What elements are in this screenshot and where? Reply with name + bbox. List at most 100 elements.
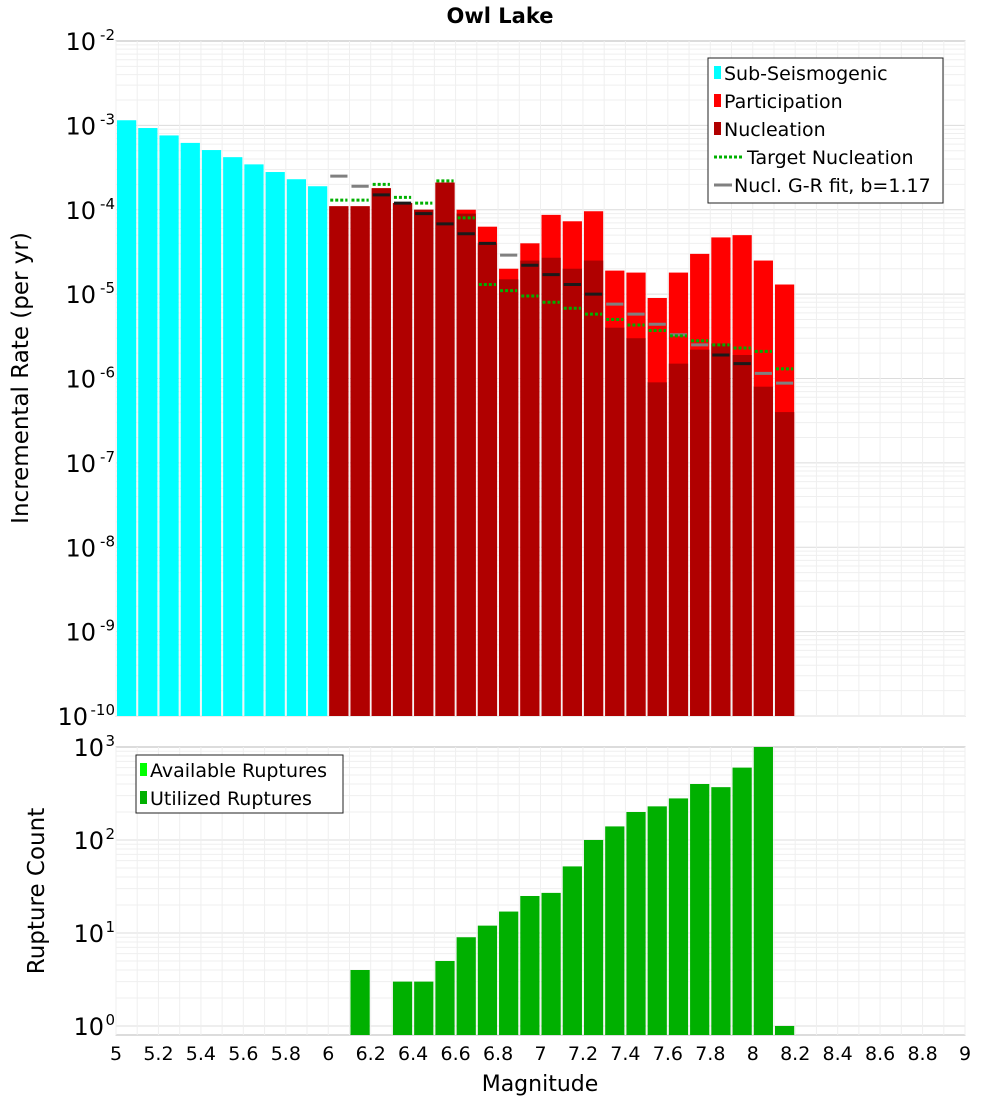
x-tick-label: 6 xyxy=(322,1043,334,1065)
bar-sub-seismogenic xyxy=(286,179,307,716)
x-tick-label: 5 xyxy=(110,1043,122,1065)
legend-box xyxy=(707,57,944,204)
y-tick-label: 10 xyxy=(73,734,104,762)
x-axis-label: Magnitude xyxy=(482,1072,599,1097)
bar-nucleation xyxy=(647,382,667,716)
bar-nucleation xyxy=(711,343,731,716)
bar-utilized-ruptures xyxy=(647,806,667,1035)
y-tick-label: 10 xyxy=(65,366,96,394)
legend-label-nucl-g-r-fit-b-1-17: Nucl. G-R fit, b=1.17 xyxy=(734,175,931,197)
bar-sub-seismogenic xyxy=(265,172,285,716)
bar-nucleation xyxy=(626,338,646,716)
x-tick-label: 6.6 xyxy=(440,1043,470,1065)
bar-nucleation xyxy=(583,260,604,716)
bar-utilized-ruptures xyxy=(583,839,604,1035)
bar-utilized-ruptures xyxy=(711,787,731,1035)
top-marks xyxy=(330,174,794,385)
x-tick-label: 6.2 xyxy=(356,1043,386,1065)
legend-label-utilized-ruptures: Utilized Ruptures xyxy=(150,788,312,810)
x-tick-label: 6.8 xyxy=(483,1043,513,1065)
bar-utilized-ruptures xyxy=(753,747,773,1035)
x-tick-label: 5.8 xyxy=(271,1043,301,1065)
y-tick-label: 10 xyxy=(73,1013,104,1041)
y-tick-label: 10 xyxy=(65,112,96,140)
y-tick-exponent: -4 xyxy=(100,195,115,213)
x-tick-label: 8.2 xyxy=(780,1043,810,1065)
bar-nucleation xyxy=(392,203,413,716)
y-tick-label: 10 xyxy=(65,534,96,562)
bar-nucleation xyxy=(605,327,625,716)
y-tick-exponent: 3 xyxy=(105,732,115,750)
legend-swatch-sub-seismogenic xyxy=(714,66,721,79)
bar-sub-seismogenic xyxy=(180,142,200,716)
y-tick-label: 10 xyxy=(65,450,96,478)
y-tick-label: 10 xyxy=(65,28,96,56)
bar-utilized-ruptures xyxy=(499,911,519,1035)
y-tick-label: 10 xyxy=(65,619,96,647)
bottom-legend: Available Ruptures Utilized Ruptures xyxy=(135,754,344,814)
bar-nucleation xyxy=(668,363,689,716)
legend-box xyxy=(135,754,344,814)
x-tick-label: 9 xyxy=(959,1043,971,1065)
bar-utilized-ruptures xyxy=(626,812,646,1035)
legend-label-available-ruptures: Available Ruptures xyxy=(150,760,327,782)
legend-swatch-nucleation xyxy=(714,122,721,135)
y-tick-label: 10 xyxy=(73,920,104,948)
y-tick-exponent: 0 xyxy=(105,1011,115,1029)
bar-utilized-ruptures xyxy=(520,895,540,1035)
x-tick-label: 5.4 xyxy=(186,1043,216,1065)
bar-nucleation xyxy=(541,257,561,716)
y-tick-label: 10 xyxy=(65,197,96,225)
bar-utilized-ruptures xyxy=(562,866,582,1035)
chart-title: Owl Lake xyxy=(447,4,554,28)
legend-label-target-nucleation: Target Nucleation xyxy=(746,147,914,169)
y-tick-exponent: -7 xyxy=(100,448,115,466)
y-tick-exponent: -10 xyxy=(91,701,116,719)
y-tick-label: 10 xyxy=(65,281,96,309)
bar-utilized-ruptures xyxy=(414,981,434,1035)
y-tick-exponent: 2 xyxy=(105,825,115,843)
x-tick-label: 8.4 xyxy=(823,1043,853,1065)
top-legend: Sub-Seismogenic Participation Nucleation Ta… xyxy=(707,57,944,204)
bar-utilized-ruptures xyxy=(668,798,689,1035)
y-tick-exponent: 1 xyxy=(105,918,115,936)
legend-label-sub-seismogenic: Sub-Seismogenic xyxy=(724,63,888,85)
bar-nucleation xyxy=(329,206,349,716)
bar-nucleation xyxy=(456,213,476,717)
y-tick-label: 10 xyxy=(57,703,88,731)
x-tick-label: 7.4 xyxy=(610,1043,640,1065)
bar-utilized-ruptures xyxy=(392,981,413,1035)
bottom-bars xyxy=(350,747,795,1035)
y-tick-exponent: -5 xyxy=(100,279,115,297)
bar-utilized-ruptures xyxy=(350,969,370,1035)
x-tick-label: 5.6 xyxy=(228,1043,258,1065)
y-tick-exponent: -2 xyxy=(100,26,115,44)
bar-nucleation xyxy=(371,188,391,717)
legend-label-nucleation: Nucleation xyxy=(724,119,826,141)
bar-sub-seismogenic xyxy=(244,164,264,716)
x-tick-label: 6.4 xyxy=(398,1043,428,1065)
bar-utilized-ruptures xyxy=(435,960,455,1035)
x-tick-label: 7 xyxy=(534,1043,546,1065)
bar-utilized-ruptures xyxy=(690,784,710,1035)
bar-nucleation xyxy=(350,206,370,716)
bar-utilized-ruptures xyxy=(774,1025,795,1035)
y-tick-exponent: -3 xyxy=(100,110,115,128)
bar-nucleation xyxy=(499,279,519,716)
x-tick-label: 7.8 xyxy=(695,1043,725,1065)
legend-swatch-participation xyxy=(714,94,721,107)
bar-nucleation xyxy=(435,182,455,716)
bar-nucleation xyxy=(732,354,752,716)
y-tick-exponent: -9 xyxy=(100,617,115,635)
bar-nucleation xyxy=(753,386,773,716)
bar-sub-seismogenic xyxy=(223,157,243,717)
bottom-y-axis-label: Rupture Count xyxy=(24,808,50,974)
bar-utilized-ruptures xyxy=(456,937,476,1035)
bar-nucleation xyxy=(690,349,710,716)
top-y-axis-label: Incremental Rate (per yr) xyxy=(8,232,34,524)
bar-nucleation xyxy=(774,412,795,716)
top-bars xyxy=(117,120,795,717)
bar-nucleation xyxy=(562,268,582,716)
